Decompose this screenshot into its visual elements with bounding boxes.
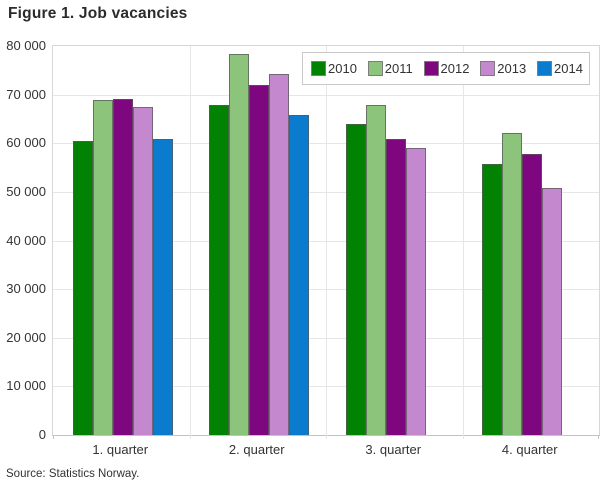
- legend: 2010 2011 2012 2013 2014: [302, 52, 590, 85]
- source-note: Source: Statistics Norway.: [6, 468, 140, 480]
- bar-2010-3-quarter: [345, 124, 366, 435]
- bar-2013-2-quarter: [269, 74, 289, 435]
- y-tick-label: 0: [38, 427, 46, 442]
- legend-label-2014: 2014: [554, 61, 583, 76]
- y-tick-label: 30 000: [6, 281, 46, 297]
- bar-2012-4-quarter: [522, 154, 542, 435]
- legend-item-2014[interactable]: 2014: [537, 61, 583, 76]
- bar-2010-1-quarter: [72, 141, 93, 435]
- bar-2014-1-quarter: [152, 139, 173, 435]
- y-tick-label: 20 000: [6, 329, 46, 345]
- y-tick-label: 80 000: [6, 38, 46, 53]
- y-tick-label: 10 000: [6, 378, 46, 394]
- bar-2014-2-quarter: [289, 115, 309, 435]
- legend-label-2012: 2012: [440, 61, 470, 76]
- category-separator: [326, 46, 327, 439]
- y-tick-label: 40 000: [6, 232, 46, 248]
- legend-swatch-2011: [367, 61, 383, 76]
- x-category-label: 2. quarter: [228, 442, 285, 457]
- axis-tick: [53, 435, 54, 439]
- y-tick-label: 60 000: [6, 135, 46, 151]
- legend-label-2010: 2010: [328, 61, 357, 76]
- bar-2013-1-quarter: [132, 107, 153, 435]
- x-category-label: 1. quarter: [92, 442, 149, 457]
- legend-label-2011: 2011: [384, 61, 413, 76]
- legend-swatch-2010: [311, 61, 326, 76]
- plot-area: [52, 45, 600, 439]
- y-tick-label: 70 000: [6, 86, 46, 102]
- legend-swatch-2012: [423, 61, 439, 76]
- legend-label-2013: 2013: [497, 61, 527, 76]
- bar-2013-3-quarter: [405, 148, 426, 435]
- legend-item-2010[interactable]: 2010: [311, 61, 357, 76]
- figure-title: Figure 1. Job vacancies: [8, 5, 188, 22]
- bar-2011-4-quarter: [502, 133, 522, 435]
- x-category-label: 4. quarter: [501, 442, 558, 457]
- x-category-label: 3. quarter: [365, 442, 422, 457]
- y-tick-label: 50 000: [6, 183, 46, 199]
- legend-swatch-2014: [537, 61, 553, 76]
- bar-2013-4-quarter: [542, 188, 562, 435]
- category-separator: [462, 46, 464, 439]
- legend-item-2013[interactable]: 2013: [480, 61, 526, 76]
- bar-2011-2-quarter: [229, 54, 249, 435]
- bar-2012-1-quarter: [112, 99, 133, 435]
- bar-2012-3-quarter: [385, 139, 406, 435]
- bar-2011-1-quarter: [92, 100, 113, 435]
- legend-item-2012[interactable]: 2012: [423, 61, 470, 76]
- axis-tick: [598, 435, 599, 439]
- legend-swatch-2013: [480, 61, 496, 76]
- bar-2010-2-quarter: [209, 105, 229, 435]
- bar-2012-2-quarter: [249, 85, 269, 435]
- legend-item-2011[interactable]: 2011: [367, 61, 413, 76]
- bar-2011-3-quarter: [365, 105, 386, 435]
- category-separator: [189, 46, 191, 439]
- bar-2010-4-quarter: [482, 164, 502, 435]
